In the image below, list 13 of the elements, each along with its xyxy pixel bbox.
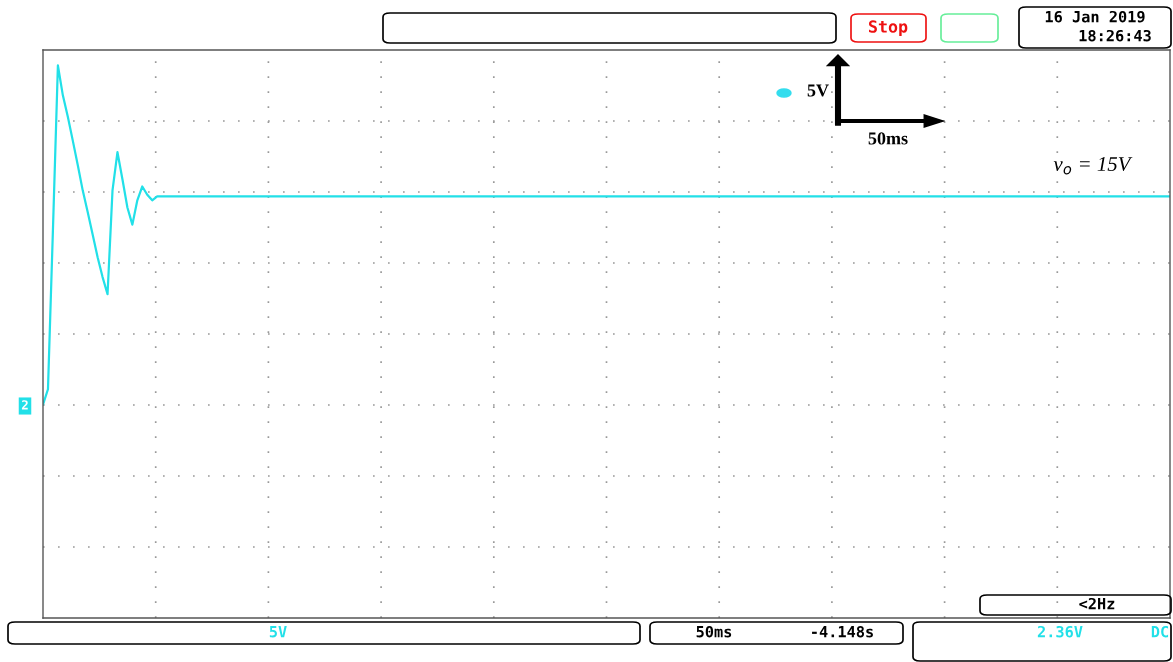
text: 5V — [269, 626, 287, 638]
annotation: v$_{o}$ = 15V — [1053, 157, 1133, 175]
text: 2 — [21, 400, 28, 410]
annotation: <2Hz — [1079, 597, 1115, 610]
text: 50ms — [696, 625, 732, 638]
annotation: 5V — [807, 84, 829, 97]
text: 2.36V — [1037, 625, 1083, 638]
text: 18:26:43 — [1079, 29, 1151, 42]
annotation: 50ms — [868, 132, 908, 145]
text: Stop — [868, 20, 908, 37]
text: DC — [1151, 625, 1169, 638]
text: 16 Jan 2019 — [1045, 10, 1145, 23]
text: -4.148s — [812, 625, 873, 638]
